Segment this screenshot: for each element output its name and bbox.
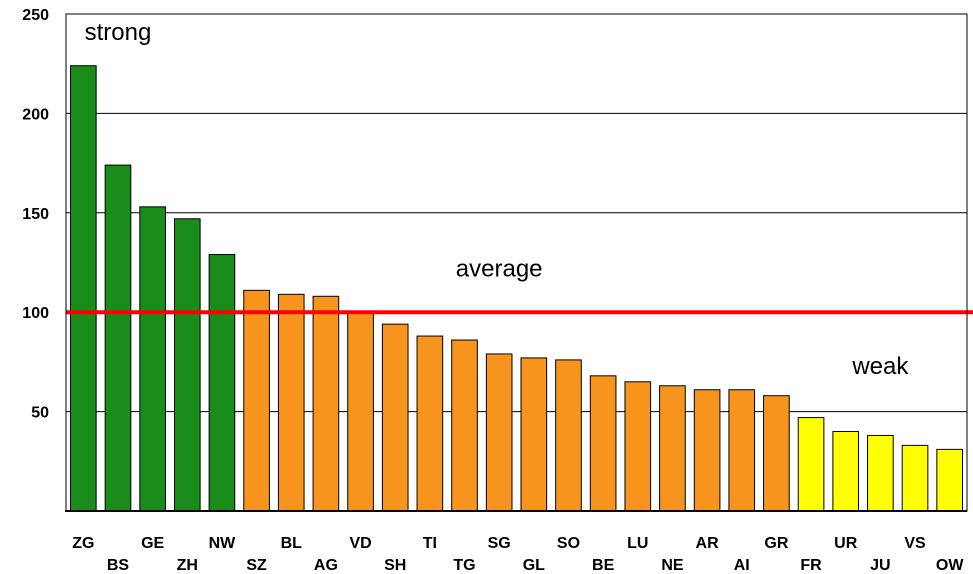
bar-ow <box>936 448 963 512</box>
x-tick-label-zh: ZH <box>177 557 198 574</box>
bar-ge <box>139 206 166 512</box>
bar-sg <box>485 353 513 512</box>
bar-ti <box>416 335 444 512</box>
x-tick-label-ne: NE <box>661 557 684 574</box>
x-tick-label-fr: FR <box>800 557 822 574</box>
x-tick-label-ag: AG <box>314 557 338 574</box>
y-tick-label-200: 200 <box>22 106 49 123</box>
x-tick-label-vs: VS <box>904 535 926 552</box>
y-tick-label-250: 250 <box>22 7 49 24</box>
x-tick-label-sz: SZ <box>246 557 267 574</box>
bar-zg <box>70 65 97 512</box>
bar-ju <box>867 434 894 512</box>
bar-bl <box>277 293 305 512</box>
x-tick-label-be: BE <box>592 557 615 574</box>
bar-gl <box>520 357 548 512</box>
bar-gr <box>763 395 790 512</box>
bar-vs <box>901 444 929 512</box>
plot-frame <box>65 13 968 512</box>
bar-fr <box>797 417 825 512</box>
y-axis-ticks: 50 100 150 200 250 <box>22 7 49 422</box>
bar-be <box>589 375 617 512</box>
y-tick-label-150: 150 <box>22 206 49 223</box>
annotation-weak: weak <box>851 353 909 380</box>
y-tick-label-50: 50 <box>31 405 49 422</box>
x-tick-label-ju: JU <box>870 557 890 574</box>
annotation-average: average <box>456 255 543 282</box>
x-tick-label-ur: UR <box>834 535 858 552</box>
x-tick-label-so: SO <box>557 535 580 552</box>
y-tick-label-100: 100 <box>22 305 49 322</box>
bar-ne <box>659 385 686 512</box>
bar-vd <box>347 311 374 512</box>
bar-ur <box>832 430 860 512</box>
x-tick-label-sg: SG <box>488 535 511 552</box>
x-tick-label-bl: BL <box>281 535 303 552</box>
annotations: strong average weak <box>85 19 910 380</box>
bars <box>70 65 963 512</box>
x-axis-ticks: ZG BS GE ZH NW SZ BL AG VD SH TI TG SG GL SO BE LU NE AR AI… <box>72 535 964 574</box>
bar-zh <box>173 218 201 512</box>
bar-tg <box>451 339 478 512</box>
x-tick-label-lu: LU <box>627 535 648 552</box>
bar-lu <box>624 381 652 512</box>
bar-bs <box>104 164 132 512</box>
x-tick-label-ow: OW <box>936 557 964 574</box>
x-tick-label-ar: AR <box>696 535 720 552</box>
bar-so <box>555 359 582 512</box>
bar-nw <box>208 254 236 512</box>
annotation-strong: strong <box>85 19 152 46</box>
x-tick-label-tg: TG <box>453 557 475 574</box>
x-tick-label-bs: BS <box>107 557 130 574</box>
x-tick-label-gl: GL <box>523 557 545 574</box>
bar-sh <box>381 323 409 512</box>
bar-ag <box>312 295 340 512</box>
bar-ai <box>728 389 756 512</box>
x-tick-label-sh: SH <box>384 557 406 574</box>
bar-ar <box>693 389 721 512</box>
x-tick-label-ai: AI <box>734 557 750 574</box>
x-tick-label-ti: TI <box>423 535 437 552</box>
bar-sz <box>243 289 270 512</box>
x-tick-label-nw: NW <box>209 535 237 552</box>
x-tick-label-gr: GR <box>764 535 788 552</box>
x-tick-label-zg: ZG <box>72 535 94 552</box>
x-tick-label-vd: VD <box>349 535 371 552</box>
x-tick-label-ge: GE <box>141 535 164 552</box>
